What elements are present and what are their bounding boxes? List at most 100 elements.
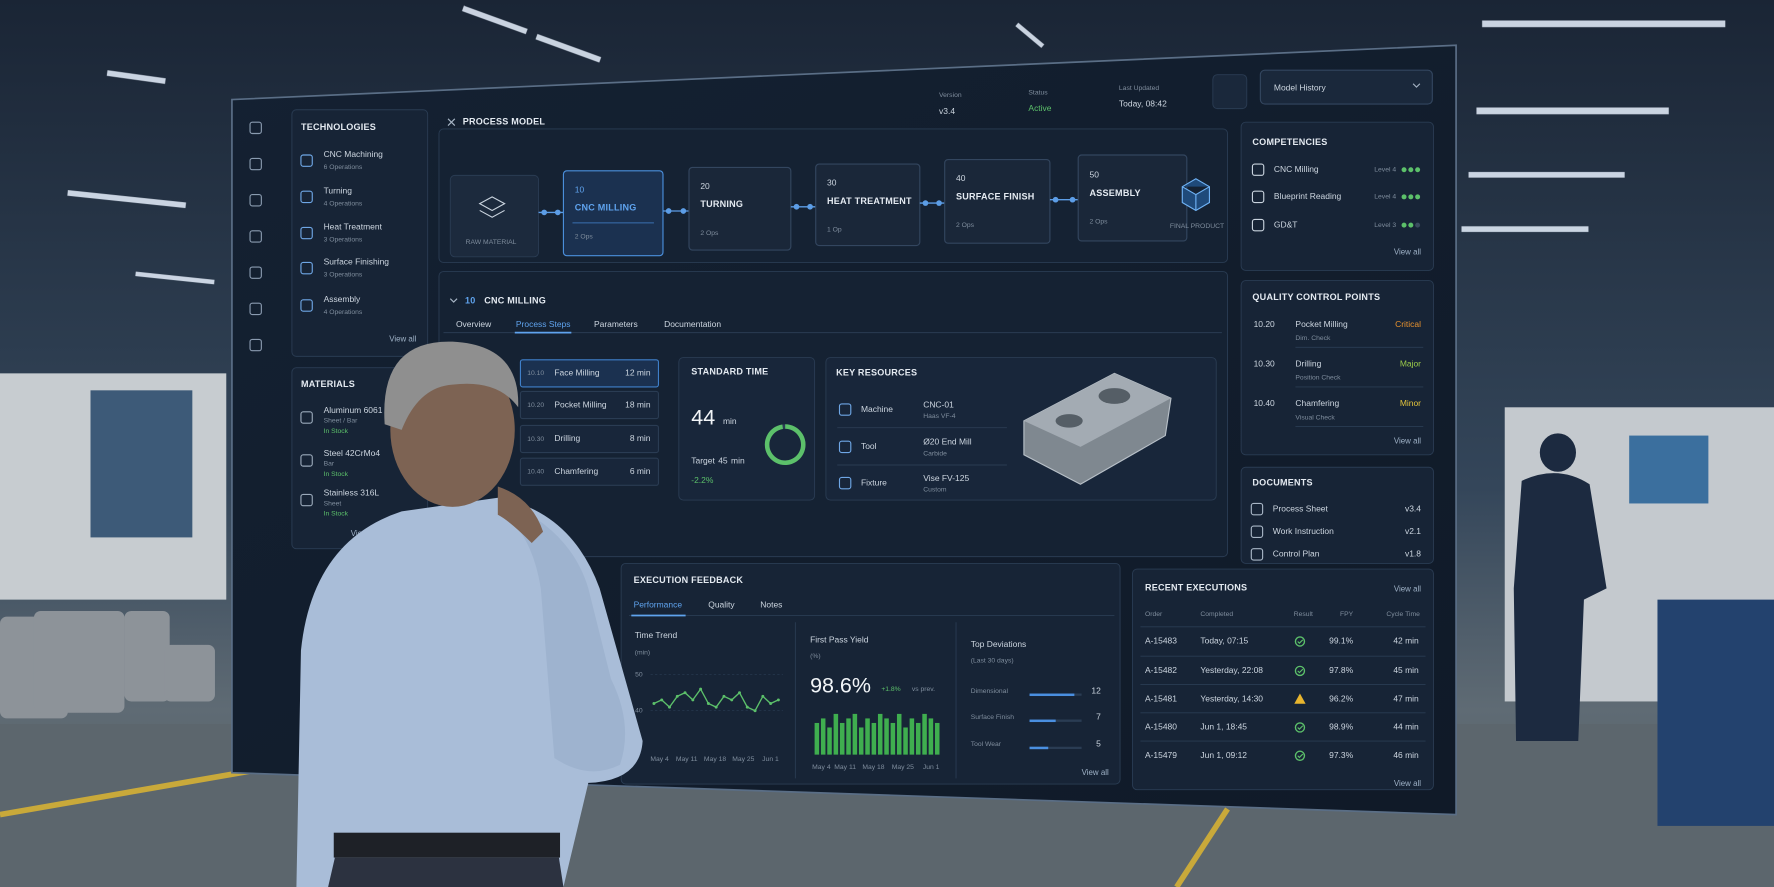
button[interactable]: [1259, 69, 1433, 105]
label: Carbide: [923, 450, 947, 457]
process-step[interactable]: [688, 166, 792, 251]
label: v1.8: [1405, 549, 1421, 559]
button-label: Model History: [1274, 82, 1327, 92]
trend-point: [730, 698, 734, 702]
label: 10.40: [1254, 398, 1275, 408]
label: Jun 1, 09:12: [1200, 750, 1247, 760]
label: 44 min: [1393, 722, 1419, 732]
label: 47 min: [1393, 693, 1419, 703]
label: 10: [575, 184, 585, 194]
x-tick-label: May 11: [834, 764, 856, 771]
fpy-bar: [884, 718, 889, 755]
label: Dim. Check: [1295, 335, 1331, 342]
label: 40: [956, 173, 966, 183]
icon: [300, 411, 313, 424]
result-ok: [1294, 665, 1306, 677]
icon: [838, 440, 852, 454]
label: 97.3%: [1329, 750, 1353, 760]
label: A-15479: [1145, 750, 1177, 760]
icon: [249, 338, 262, 352]
label: 2 Ops: [575, 233, 594, 240]
process-step[interactable]: [815, 163, 921, 247]
icon: [249, 302, 262, 316]
label: Active: [1028, 103, 1051, 113]
tab: Documentation: [664, 319, 721, 329]
label: Today, 08:42: [1119, 98, 1167, 108]
result-check: [1297, 668, 1304, 674]
label: 2 Ops: [956, 222, 975, 229]
fpy-bar: [846, 718, 851, 755]
label: Bar: [324, 461, 335, 468]
target-part: min: [731, 456, 745, 466]
y-tick-label: 40: [635, 708, 643, 715]
label: DOCUMENTS: [1252, 477, 1312, 487]
label: 4 Operations: [324, 200, 363, 207]
label: 42 min: [1393, 636, 1419, 646]
label: Top Deviations: [971, 639, 1027, 649]
label: A-15480: [1145, 722, 1177, 732]
label: CNC Machining: [324, 149, 384, 159]
x-tick-label: May 4: [650, 756, 669, 763]
label: 30: [827, 178, 837, 188]
label: First Pass Yield: [810, 635, 869, 645]
fpy-bar: [903, 727, 908, 755]
connector-dot: [665, 208, 672, 214]
label: Level 4: [1374, 167, 1396, 174]
label: CNC-01: [923, 399, 954, 409]
x-tick-label: May 11: [676, 756, 698, 763]
label: Yesterday, 14:30: [1200, 693, 1263, 703]
label: A-15483: [1145, 636, 1177, 646]
panel: [291, 109, 429, 357]
label: COMPETENCIES: [1252, 137, 1327, 147]
level-dot: [1401, 167, 1407, 173]
trend-point: [761, 694, 765, 698]
target: Target 45 min: [691, 456, 745, 466]
label: 97.8%: [1329, 665, 1353, 675]
trend-point: [699, 687, 703, 691]
process-step[interactable]: [944, 158, 1051, 244]
connector-dot: [793, 203, 800, 210]
label: FINAL PRODUCT: [1170, 223, 1224, 230]
x-tick-label: May 25: [892, 764, 914, 771]
label: Face Milling: [554, 368, 599, 378]
part-image: [1023, 372, 1172, 485]
label: Blueprint Reading: [1274, 191, 1342, 201]
icon: [249, 230, 262, 243]
column-header: Result: [1294, 611, 1313, 618]
fpy-bar: [852, 713, 858, 755]
chevron: [449, 298, 458, 303]
label: 4 Operations: [324, 309, 363, 316]
tab: Performance: [634, 600, 683, 610]
label: Machine: [861, 404, 893, 414]
severity: Critical: [1395, 319, 1421, 329]
column-header: Completed: [1200, 611, 1233, 618]
panel: [1132, 568, 1434, 791]
close-icon: [447, 118, 456, 126]
label: Ø20 End Mill: [923, 437, 972, 447]
label: Drilling: [554, 433, 580, 443]
icon: [249, 194, 262, 207]
connector-dot: [1052, 196, 1059, 203]
result-check: [1297, 639, 1304, 644]
result-check: [1297, 725, 1304, 730]
label: Vise FV-125: [923, 473, 969, 483]
trend-point: [652, 702, 656, 705]
fpy-bar: [928, 718, 934, 755]
process-step[interactable]: [562, 170, 664, 257]
label: 5: [1096, 739, 1101, 749]
fpy-bar: [909, 718, 915, 755]
result-ok: [1294, 750, 1306, 761]
label: EXECUTION FEEDBACK: [634, 575, 744, 585]
icon: [249, 266, 262, 279]
label: Stainless 316L: [324, 488, 380, 498]
label: Tool Wear: [971, 741, 1002, 748]
icon: [300, 299, 313, 312]
fpy-bar: [839, 722, 845, 755]
icon: [249, 121, 262, 135]
trend-point: [769, 702, 773, 705]
label: (Last 30 days): [971, 658, 1014, 665]
icon: [1250, 502, 1264, 516]
part-hole: [1055, 414, 1083, 428]
connector-dot: [1069, 196, 1076, 203]
